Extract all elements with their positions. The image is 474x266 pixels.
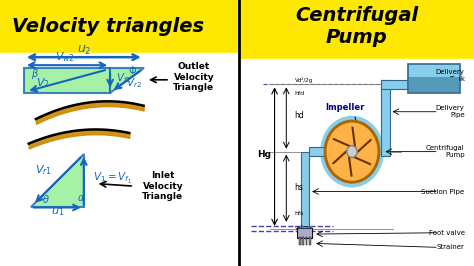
Text: $\alpha$: $\alpha$ <box>77 193 85 203</box>
Text: $V_2$: $V_2$ <box>36 76 50 90</box>
Text: Vs²/2g: Vs²/2g <box>294 225 312 231</box>
Text: $u_2$: $u_2$ <box>76 43 91 56</box>
Circle shape <box>325 121 379 182</box>
Text: hfd: hfd <box>294 91 305 96</box>
Text: $u_1$: $u_1$ <box>51 206 64 218</box>
Text: $V_1=V_{f_1}$: $V_1=V_{f_1}$ <box>93 171 133 186</box>
Text: Delivery
Pipe: Delivery Pipe <box>436 105 465 118</box>
Bar <box>306 237 308 245</box>
Text: $\beta$: $\beta$ <box>31 67 39 81</box>
Text: Outlet
Velocity
Triangle: Outlet Velocity Triangle <box>173 62 214 92</box>
Text: hs: hs <box>294 183 303 192</box>
Text: $V_{w2}$: $V_{w2}$ <box>55 50 75 64</box>
Bar <box>239 59 474 266</box>
Text: Strainer: Strainer <box>437 244 465 250</box>
Bar <box>299 237 301 245</box>
Text: hd: hd <box>294 111 304 120</box>
Text: $V_{f2}$: $V_{f2}$ <box>116 71 132 85</box>
Text: Centrifugal
Pump: Centrifugal Pump <box>295 6 418 47</box>
Polygon shape <box>110 68 144 93</box>
Text: Inlet
Velocity
Triangle: Inlet Velocity Triangle <box>142 171 183 201</box>
FancyBboxPatch shape <box>298 228 312 239</box>
Bar <box>381 80 408 89</box>
Text: $\theta$: $\theta$ <box>42 193 50 206</box>
Text: $\Phi$: $\Phi$ <box>128 64 137 77</box>
Text: $V_{r2}$: $V_{r2}$ <box>126 76 142 90</box>
Text: Foot valve: Foot valve <box>428 230 465 236</box>
Text: Velocity triangles: Velocity triangles <box>12 17 204 36</box>
Polygon shape <box>31 154 84 207</box>
Text: Vd²/2g: Vd²/2g <box>294 77 313 83</box>
Bar <box>410 77 459 92</box>
Text: Hg: Hg <box>257 149 271 159</box>
Bar <box>302 237 304 245</box>
Text: Suction Pipe: Suction Pipe <box>421 189 465 194</box>
Bar <box>381 80 390 156</box>
Text: Delivery
Tank: Delivery Tank <box>436 69 465 82</box>
Text: $V_{r1}$: $V_{r1}$ <box>35 163 52 177</box>
Bar <box>301 152 309 226</box>
Bar <box>309 147 326 156</box>
Text: hfs: hfs <box>294 211 304 217</box>
FancyBboxPatch shape <box>408 64 460 93</box>
Text: Impeller: Impeller <box>325 103 365 113</box>
Bar <box>309 237 310 245</box>
Bar <box>0 53 239 266</box>
Circle shape <box>347 146 357 157</box>
Text: Centrifugal
Pump: Centrifugal Pump <box>426 145 465 158</box>
Polygon shape <box>24 68 110 93</box>
